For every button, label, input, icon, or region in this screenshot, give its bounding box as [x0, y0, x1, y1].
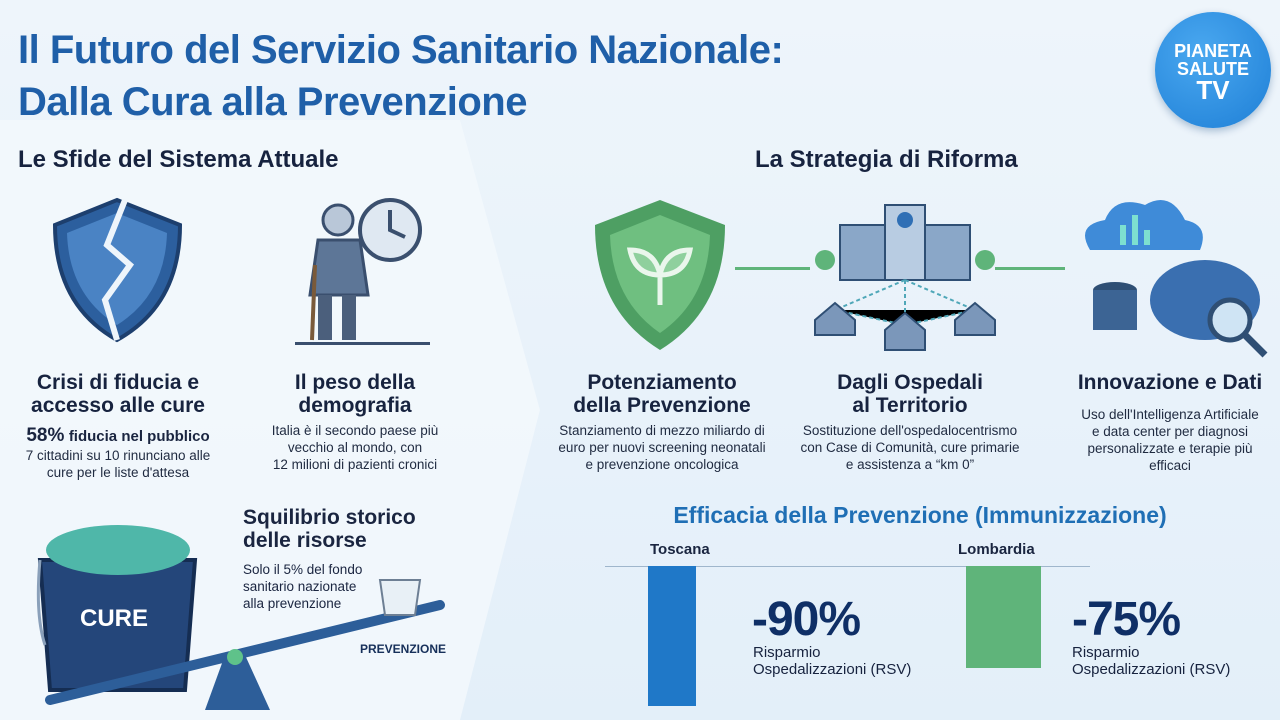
card-trust-stat: 58% fiducia nel pubblico — [26, 425, 210, 446]
card-resources-text: Solo il 5% del fondo sanitario nazionate a… — [243, 562, 363, 611]
card-innovation-title: Innovazione e Dati — [1077, 371, 1263, 394]
green-shield-plant-icon — [595, 200, 725, 350]
card-resources-title: Squilibrio storico delle risorse — [243, 506, 416, 552]
chart-baseline — [605, 566, 1090, 567]
category-label-lombardia: Lombardia — [958, 541, 1035, 558]
page-title-line1: Il Futuro del Servizio Sanitario Naziona… — [18, 28, 784, 72]
category-label-toscana: Toscana — [650, 541, 710, 558]
broken-shield-icon — [52, 197, 183, 343]
card-trust-title: Crisi di fiducia e accesso alle cure — [31, 371, 205, 417]
left-section-heading: Le Sfide del Sistema Attuale — [18, 146, 339, 173]
card-territory-title: Dagli Ospedali al Territorio — [837, 371, 983, 417]
seesaw-bucket-icon — [36, 525, 445, 710]
card-prevention-text: Stanziamento di mezzo miliardo di euro pe… — [558, 423, 766, 472]
connector-line — [995, 267, 1065, 270]
right-section-heading: La Strategia di Riforma — [755, 146, 1018, 173]
page-title-line2: Dalla Cura alla Prevenzione — [18, 80, 527, 124]
card-demography-text: Italia è il secondo paese più vecchio al … — [271, 423, 439, 472]
card-trust-text: 7 cittadini su 10 rinunciano alle cure pe… — [25, 448, 211, 480]
value-label-lombardia: -75% — [1072, 593, 1181, 646]
hospital-network-icon — [814, 204, 996, 351]
card-innovation-text: Uso dell'Intelligenza Artificiale e data … — [1081, 407, 1259, 473]
sublabel-lombardia: Risparmio Ospedalizzazioni (RSV) — [1072, 644, 1231, 678]
chart-title: Efficacia della Prevenzione (Immunizzazi… — [673, 502, 1167, 528]
bar-lombardia — [966, 566, 1041, 668]
card-territory-text: Sostituzione dell'ospedalocentrismo con C… — [800, 423, 1020, 472]
pianeta-salute-logo: PIANETA SALUTE TV — [1155, 12, 1271, 128]
value-label-toscana: -90% — [752, 593, 861, 646]
elderly-clock-icon — [295, 198, 430, 345]
connector-line — [735, 267, 810, 270]
card-prevention-title: Potenziamento della Prevenzione — [573, 371, 751, 417]
bucket-prevenzione-label: PREVENZIONE — [360, 642, 447, 656]
bar-toscana — [648, 566, 696, 706]
sublabel-toscana: Risparmio Ospedalizzazioni (RSV) — [753, 644, 912, 678]
card-demography-title: Il peso della demografia — [294, 371, 416, 417]
cloud-brain-data-icon — [1085, 200, 1268, 358]
bucket-cure-label: CURE — [80, 605, 149, 632]
